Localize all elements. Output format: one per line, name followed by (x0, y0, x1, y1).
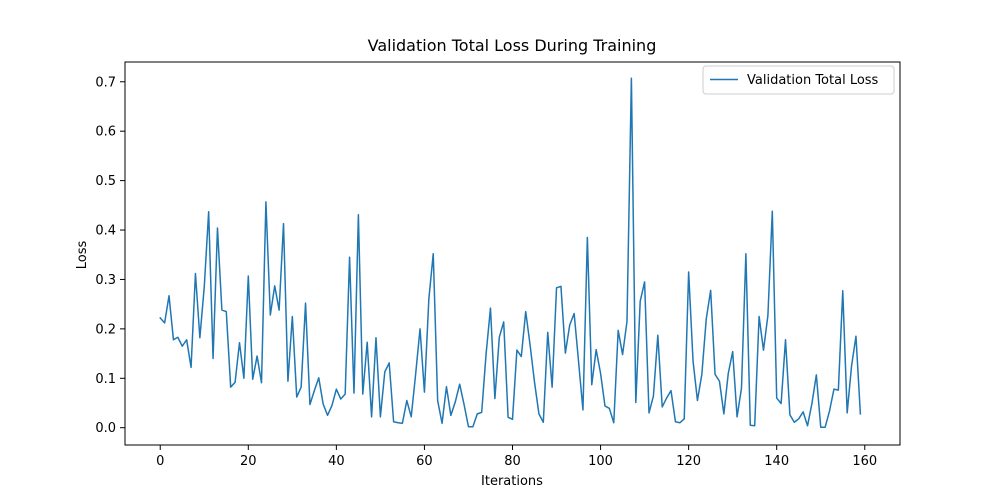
y-tick-label: 0.5 (95, 174, 116, 189)
y-tick-label: 0.4 (95, 224, 116, 239)
y-tick-label: 0.0 (95, 421, 116, 436)
x-axis-label: Iterations (481, 474, 543, 489)
y-axis-label: Loss (75, 241, 90, 270)
y-tick-label: 0.2 (95, 322, 116, 337)
chart-title: Validation Total Loss During Training (368, 36, 657, 55)
x-tick-label: 80 (504, 454, 521, 469)
legend: Validation Total Loss (702, 65, 895, 95)
series-line-validation-total-loss (159, 77, 862, 428)
x-tick-label: 20 (240, 454, 257, 469)
y-tick-label: 0.7 (95, 75, 116, 90)
y-tick-label: 0.1 (95, 372, 116, 387)
x-tick-label: 0 (156, 454, 164, 469)
plot-area: 0 20 40 60 80 100 120 140 160 0.0 0.1 0.2 0.3 0.4 0.5 0… (95, 61, 901, 469)
x-tick-label: 100 (588, 454, 613, 469)
x-tick-label: 60 (416, 454, 433, 469)
legend-label-validation-total-loss: Validation Total Loss (747, 73, 879, 88)
x-tick-label: 120 (676, 454, 701, 469)
x-tick-label: 160 (852, 454, 877, 469)
y-tick-label: 0.3 (95, 273, 116, 288)
x-tick-label: 40 (328, 454, 345, 469)
legend-frame (702, 65, 895, 95)
x-tick-label: 140 (764, 454, 789, 469)
y-tick-label: 0.6 (95, 125, 116, 140)
